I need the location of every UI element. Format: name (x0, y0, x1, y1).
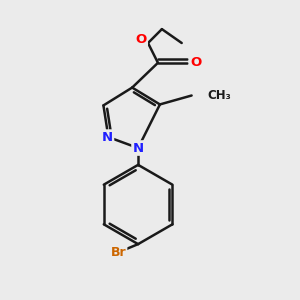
Text: CH₃: CH₃ (208, 89, 231, 102)
Text: Br: Br (110, 245, 126, 259)
Text: N: N (133, 142, 144, 154)
Text: O: O (190, 56, 201, 69)
Text: N: N (102, 130, 113, 144)
Text: O: O (136, 32, 147, 46)
